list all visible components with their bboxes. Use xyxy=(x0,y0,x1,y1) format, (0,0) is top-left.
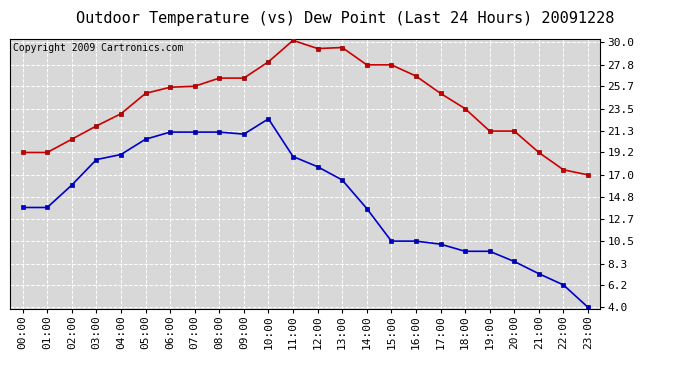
Text: Copyright 2009 Cartronics.com: Copyright 2009 Cartronics.com xyxy=(13,44,184,53)
Text: Outdoor Temperature (vs) Dew Point (Last 24 Hours) 20091228: Outdoor Temperature (vs) Dew Point (Last… xyxy=(76,11,614,26)
